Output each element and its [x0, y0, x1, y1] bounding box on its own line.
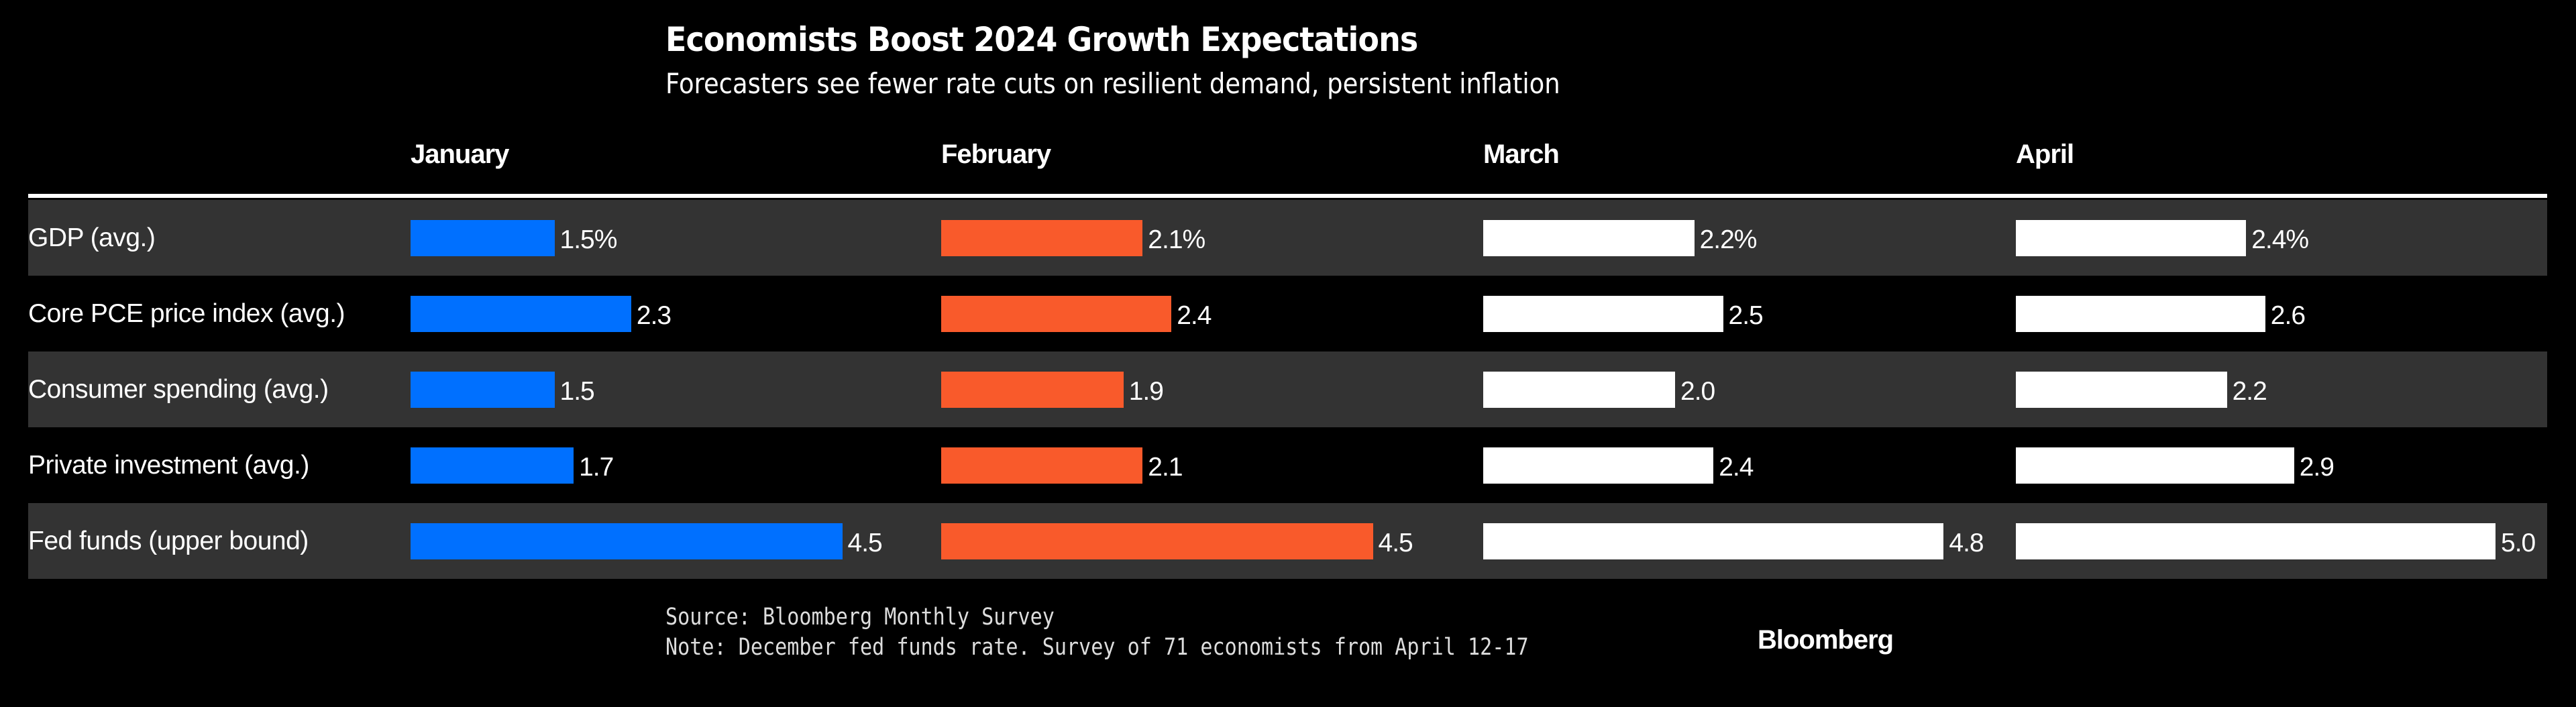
bloomberg-logo: Bloomberg — [1758, 625, 1894, 655]
row-label: GDP (avg.) — [28, 223, 156, 252]
table-row: GDP (avg.) 1.5% 2.1% 2.2% 2.4% — [28, 200, 2547, 276]
row-label: Core PCE price index (avg.) — [28, 299, 345, 328]
chart-subtitle: Forecasters see fewer rate cuts on resil… — [665, 67, 1560, 100]
data-label: 2.2% — [1699, 225, 1758, 254]
data-label: 4.5 — [1378, 529, 1413, 557]
bar-january — [411, 372, 555, 408]
bar-january — [411, 523, 843, 559]
bar-february — [941, 447, 1143, 484]
bar-february — [941, 372, 1124, 408]
bar-january — [411, 296, 631, 332]
data-label: 2.9 — [2299, 453, 2334, 482]
data-label: 2.5 — [1728, 301, 1764, 330]
row-label: Fed funds (upper bound) — [28, 527, 309, 555]
row-label: Consumer spending (avg.) — [28, 375, 329, 404]
bar-april — [2016, 296, 2265, 332]
data-label: 1.9 — [1128, 377, 1164, 406]
data-label: 2.1 — [1148, 453, 1183, 482]
bar-march — [1483, 296, 1723, 332]
chart-title: Economists Boost 2024 Growth Expectation… — [665, 20, 1418, 59]
data-label: 2.6 — [2270, 301, 2306, 330]
column-header-april: April — [2016, 140, 2074, 169]
column-header-march: March — [1483, 140, 1560, 169]
table-row: Private investment (avg.) 1.7 2.1 2.4 2.9 — [28, 427, 2547, 503]
data-label: 5.0 — [2501, 529, 2536, 557]
bar-april — [2016, 447, 2294, 484]
data-label: 2.3 — [636, 301, 672, 330]
header-divider — [28, 194, 2547, 198]
data-label: 2.0 — [1680, 377, 1715, 406]
bar-march — [1483, 523, 1944, 559]
footnote: Note: December fed funds rate. Survey of… — [665, 634, 1529, 661]
table-row: Fed funds (upper bound) 4.5 4.5 4.8 5.0 — [28, 503, 2547, 579]
column-header-january: January — [411, 140, 509, 169]
data-label: 2.4% — [2251, 225, 2309, 254]
data-label: 4.8 — [1949, 529, 1984, 557]
bar-february — [941, 220, 1143, 256]
table-row: Consumer spending (avg.) 1.5 1.9 2.0 2.2 — [28, 351, 2547, 427]
bar-february — [941, 296, 1172, 332]
data-label: 1.5% — [559, 225, 618, 254]
bar-april — [2016, 220, 2247, 256]
bar-february — [941, 523, 1373, 559]
data-label: 4.5 — [847, 529, 883, 557]
bar-march — [1483, 220, 1695, 256]
source-note: Source: Bloomberg Monthly Survey — [665, 604, 1055, 631]
bar-april — [2016, 523, 2496, 559]
data-label: 2.2 — [2232, 377, 2267, 406]
data-label: 1.5 — [559, 377, 595, 406]
data-label: 2.4 — [1719, 453, 1754, 482]
bar-january — [411, 447, 574, 484]
row-label: Private investment (avg.) — [28, 451, 309, 480]
column-header-february: February — [941, 140, 1051, 169]
bar-april — [2016, 372, 2227, 408]
data-label: 2.4 — [1177, 301, 1212, 330]
bar-january — [411, 220, 555, 256]
bar-march — [1483, 372, 1675, 408]
data-label: 2.1% — [1148, 225, 1205, 254]
table-row: Core PCE price index (avg.) 2.3 2.4 2.5 2.6 — [28, 276, 2547, 351]
data-label: 1.7 — [579, 453, 614, 482]
bar-march — [1483, 447, 1714, 484]
